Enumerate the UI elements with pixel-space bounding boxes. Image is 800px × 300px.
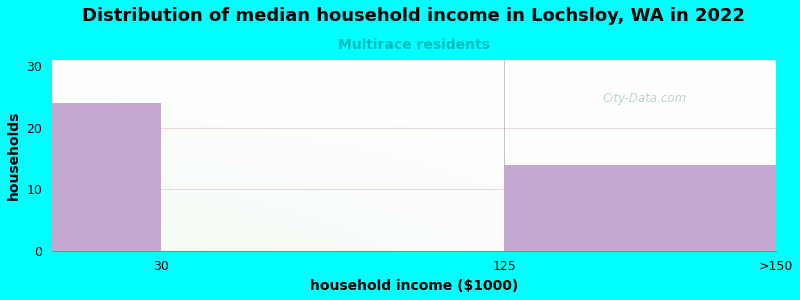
- Y-axis label: households: households: [7, 111, 21, 200]
- Bar: [505, 164, 776, 251]
- Bar: [52, 103, 161, 251]
- Text: City-Data.com: City-Data.com: [602, 92, 686, 104]
- Title: Distribution of median household income in Lochsloy, WA in 2022: Distribution of median household income …: [82, 7, 746, 25]
- Text: Multirace residents: Multirace residents: [338, 38, 490, 52]
- X-axis label: household income ($1000): household income ($1000): [310, 279, 518, 293]
